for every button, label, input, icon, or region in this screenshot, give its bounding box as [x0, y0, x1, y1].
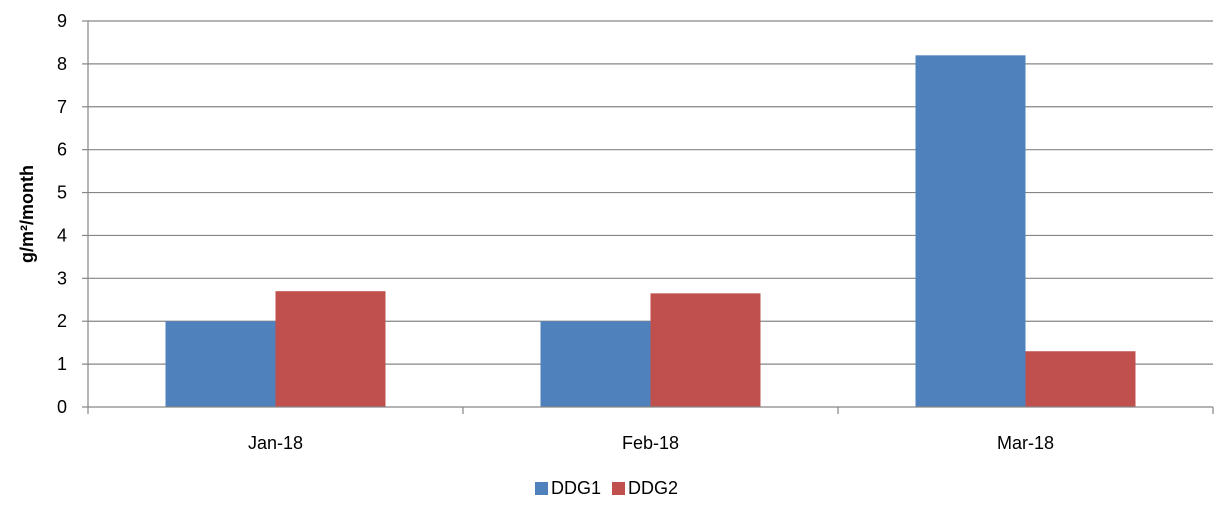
y-tick-label: 1: [57, 354, 67, 374]
legend-label: DDG1: [551, 478, 601, 498]
y-tick-label: 4: [57, 225, 67, 245]
axes: [82, 20, 1214, 414]
bars: [165, 55, 1136, 408]
legend-label: DDG2: [628, 478, 678, 498]
legend-swatch: [612, 482, 625, 495]
y-tick-label: 3: [57, 268, 67, 288]
legend-item: DDG1: [535, 478, 601, 498]
x-category-label: Jan-18: [248, 433, 303, 453]
x-category-label: Mar-18: [997, 433, 1054, 453]
y-tick-label: 8: [57, 54, 67, 74]
legend: DDG1 DDG2: [535, 478, 678, 498]
bar-ddg1-feb-18: [540, 321, 651, 407]
legend-swatch: [535, 482, 548, 495]
y-tick-label: 7: [57, 97, 67, 117]
x-category-labels: Jan-18 Feb-18 Mar-18: [248, 433, 1054, 453]
y-tick-labels: 0 1 2 3 4 5 6 7 8 9: [57, 11, 67, 417]
y-tick-label: 2: [57, 311, 67, 331]
bar-ddg2-feb-18: [650, 293, 761, 407]
y-tick-label: 9: [57, 11, 67, 31]
bar-ddg2-mar-18: [1025, 351, 1136, 407]
y-tick-label: 6: [57, 140, 67, 160]
bar-ddg2-jan-18: [275, 291, 386, 407]
y-tick-label: 0: [57, 397, 67, 417]
bar-ddg1-mar-18: [915, 55, 1026, 408]
legend-item: DDG2: [612, 478, 678, 498]
x-category-label: Feb-18: [622, 433, 679, 453]
bar-ddg1-jan-18: [165, 321, 276, 407]
y-tick-label: 5: [57, 183, 67, 203]
y-axis-label: g/m²/month: [17, 165, 37, 263]
